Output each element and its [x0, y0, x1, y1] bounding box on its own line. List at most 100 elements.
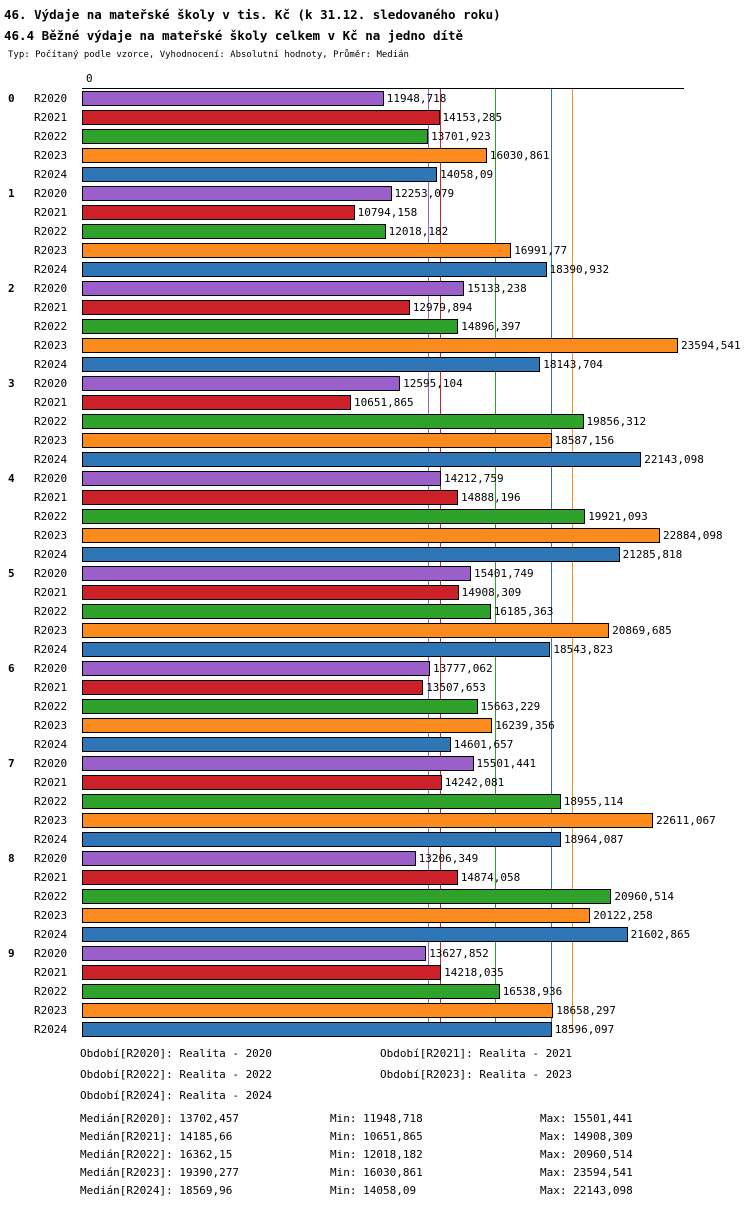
- stats-row: Medián[R2023]: 19390,277 Min: 16030,861 Ma…: [0, 1164, 750, 1182]
- bar-R2020: [82, 471, 441, 486]
- bar-value-label: 15401,749: [474, 567, 534, 580]
- bar-R2024: [82, 167, 438, 182]
- bar-R2020: [82, 281, 465, 296]
- series-label: R2022: [34, 890, 68, 903]
- series-label: R2023: [34, 529, 68, 542]
- bar-value-label: 21285,818: [622, 548, 683, 561]
- bar-R2021: [82, 585, 459, 600]
- bar-R2023: [82, 243, 512, 258]
- bar-group-2: 2 R2020 15133,238 R2021 12979,894 R2022 14896,…: [0, 281, 750, 372]
- series-label: R2022: [34, 130, 68, 143]
- bar-value-label: 22884,098: [663, 529, 723, 542]
- series-label: R2021: [34, 301, 68, 314]
- bar-row: R2022 19856,312: [0, 414, 750, 429]
- bar-value-label: 12979,894: [412, 301, 473, 314]
- bar-row: R2024 21285,818: [0, 547, 750, 562]
- bar-value-label: 12595,104: [403, 377, 463, 390]
- stats-row: Medián[R2021]: 14185,66 Min: 10651,865 Max…: [0, 1128, 750, 1146]
- bar-R2024: [82, 452, 642, 467]
- bar-R2024: [82, 357, 541, 372]
- series-label: R2022: [34, 320, 68, 333]
- bar-value-label: 15501,441: [476, 757, 537, 770]
- bar-row: R2022 19921,093: [0, 509, 750, 524]
- series-label: R2021: [34, 111, 68, 124]
- bar-group-5: 5 R2020 15401,749 R2021 14908,309 R2022 16185,…: [0, 566, 750, 657]
- bar-R2023: [82, 908, 591, 923]
- bar-row: R2024 18964,087: [0, 832, 750, 847]
- bar-row: R2023 23594,541: [0, 338, 750, 353]
- bar-row: R2023 22611,067: [0, 813, 750, 828]
- x-axis-line: [82, 88, 684, 89]
- bar-row: 1 R2020 12253,079: [0, 186, 750, 201]
- bar-value-label: 13206,349: [418, 852, 479, 865]
- series-label: R2020: [34, 567, 68, 580]
- series-label: R2024: [34, 358, 68, 371]
- bar-value-label: 20960,514: [614, 890, 674, 903]
- series-label: R2021: [34, 491, 68, 504]
- bar-value-label: 13777,062: [433, 662, 493, 675]
- bar-row: R2023 18658,297: [0, 1003, 750, 1018]
- bar-R2020: [82, 566, 471, 581]
- bar-value-label: 16030,861: [489, 149, 550, 162]
- stats-row: Medián[R2024]: 18569,96 Min: 14058,09 Max:…: [0, 1182, 750, 1200]
- bar-value-label: 16239,356: [495, 719, 555, 732]
- bar-row: R2022 16538,936: [0, 984, 750, 999]
- group-label: 0: [8, 92, 15, 105]
- legend-period-row: Období[R2022]: Realita - 2022 Období[R202…: [0, 1064, 750, 1085]
- bar-value-label: 18543,823: [553, 643, 613, 656]
- bar-value-label: 12018,182: [388, 225, 449, 238]
- series-label: R2023: [34, 434, 68, 447]
- bar-row: 4 R2020 14212,759: [0, 471, 750, 486]
- group-label: 9: [8, 947, 15, 960]
- bar-R2021: [82, 205, 355, 220]
- bar-row: 3 R2020 12595,104: [0, 376, 750, 391]
- bar-row: R2021 14908,309: [0, 585, 750, 600]
- series-label: R2024: [34, 928, 68, 941]
- bar-value-label: 14153,285: [442, 111, 503, 124]
- bar-value-label: 15663,229: [480, 700, 541, 713]
- bar-value-label: 11948,718: [386, 92, 447, 105]
- bar-value-label: 12253,079: [394, 187, 455, 200]
- bar-value-label: 10651,865: [354, 396, 414, 409]
- series-label: R2022: [34, 605, 68, 618]
- series-label: R2020: [34, 852, 68, 865]
- stat-median: Medián[R2020]: 13702,457: [80, 1112, 239, 1125]
- series-label: R2020: [34, 282, 68, 295]
- bar-R2021: [82, 110, 440, 125]
- stat-min: Min: 14058,09: [330, 1184, 417, 1197]
- bar-R2023: [82, 338, 678, 353]
- chart-subtitle: 46.4 Běžné výdaje na mateřské školy celk…: [4, 28, 464, 43]
- series-label: R2023: [34, 909, 68, 922]
- bar-value-label: 18390,932: [549, 263, 610, 276]
- series-label: R2024: [34, 738, 68, 751]
- stat-max: Max: 22143,098: [540, 1184, 633, 1197]
- bar-value-label: 14874,058: [460, 871, 521, 884]
- series-label: R2021: [34, 396, 68, 409]
- legend-period: Období[R2021]: Realita - 2021: [380, 1047, 573, 1060]
- bar-value-label: 19921,093: [588, 510, 648, 523]
- bar-value-label: 13627,852: [429, 947, 489, 960]
- bar-rows: 0 R2020 11948,718 R2021 14153,285 R2022 13701,…: [0, 88, 750, 1037]
- group-label: 7: [8, 757, 15, 770]
- bar-R2024: [82, 1022, 552, 1037]
- legend-periods: Období[R2020]: Realita - 2020 Období[R202…: [0, 1043, 750, 1106]
- bar-group-1: 1 R2020 12253,079 R2021 10794,158 R2022 12018,…: [0, 186, 750, 277]
- bar-R2024: [82, 262, 547, 277]
- bar-value-label: 18143,704: [543, 358, 603, 371]
- stat-min: Min: 11948,718: [330, 1112, 423, 1125]
- stat-max: Max: 14908,309: [540, 1130, 633, 1143]
- stat-median: Medián[R2022]: 16362,15: [80, 1148, 233, 1161]
- bar-row: 6 R2020 13777,062: [0, 661, 750, 676]
- series-label: R2020: [34, 757, 68, 770]
- bar-row: R2023 18587,156: [0, 433, 750, 448]
- bar-R2022: [82, 224, 386, 239]
- group-label: 5: [8, 567, 15, 580]
- bar-row: R2024 18143,704: [0, 357, 750, 372]
- bar-row: R2022 12018,182: [0, 224, 750, 239]
- series-label: R2024: [34, 1023, 68, 1036]
- bar-value-label: 14242,081: [444, 776, 505, 789]
- bar-R2023: [82, 718, 493, 733]
- bar-R2020: [82, 376, 401, 391]
- series-label: R2023: [34, 149, 68, 162]
- series-label: R2021: [34, 586, 68, 599]
